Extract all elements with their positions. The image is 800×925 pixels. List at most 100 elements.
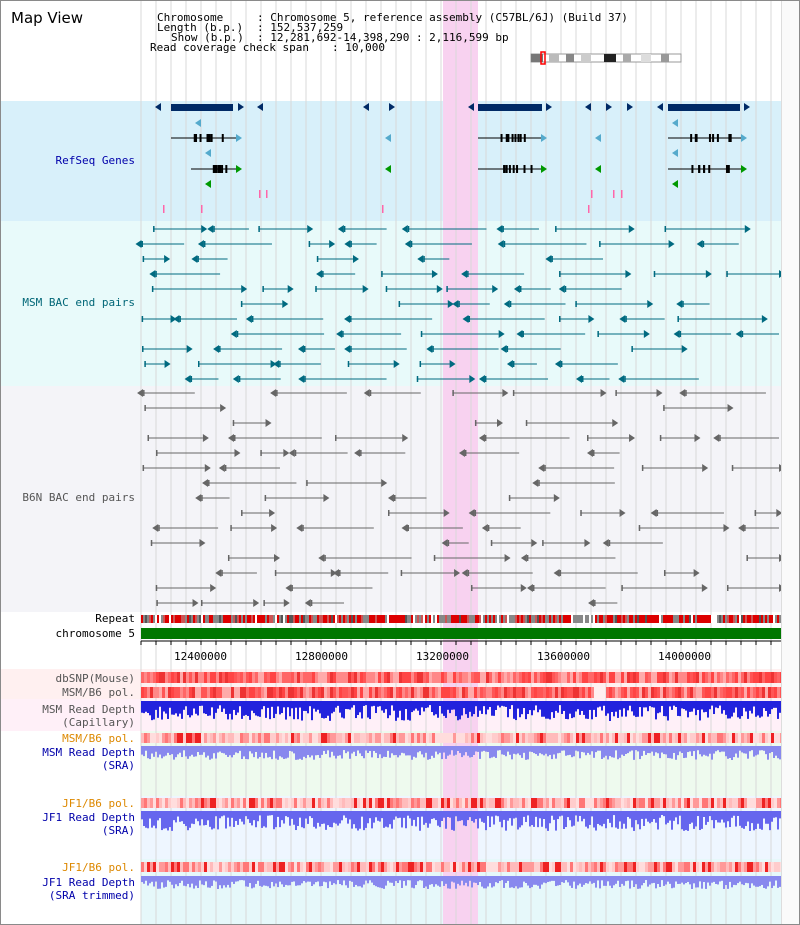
polymorphism-cell xyxy=(570,687,573,698)
polymorphism-cell xyxy=(309,798,312,808)
read-depth-bar xyxy=(747,876,749,884)
bac-end-arrow xyxy=(210,584,217,592)
msm-read-depth-sra-label[interactable]: MSM Read Depth xyxy=(42,746,135,759)
polymorphism-cell xyxy=(660,672,663,683)
msm-b6-pol-label-2[interactable]: MSM/B6 pol. xyxy=(62,732,135,745)
polymorphism-cell xyxy=(549,733,552,743)
gene-marker xyxy=(163,205,165,213)
read-depth-bar xyxy=(745,811,747,827)
read-depth-bar xyxy=(529,876,531,889)
read-depth-bar xyxy=(649,876,651,885)
read-depth-bar xyxy=(417,746,419,753)
polymorphism-cell xyxy=(246,687,249,698)
read-depth-bar xyxy=(767,701,769,717)
polymorphism-cell xyxy=(558,687,561,698)
bac-end xyxy=(143,390,145,396)
polymorphism-cell xyxy=(216,687,219,698)
polymorphism-cell xyxy=(762,672,765,683)
msm-bac-label[interactable]: MSM BAC end pairs xyxy=(22,296,135,309)
read-depth-bar xyxy=(405,811,407,829)
read-depth-bar xyxy=(301,746,303,760)
jf1-read-depth-trimmed-label[interactable]: JF1 Read Depth xyxy=(42,876,135,889)
polymorphism-cell xyxy=(480,862,483,872)
repeat-segment xyxy=(587,615,589,623)
bac-end xyxy=(474,420,477,426)
read-depth-bar xyxy=(625,746,627,755)
jf1-b6-pol-label-2[interactable]: JF1/B6 pol. xyxy=(62,861,135,874)
read-depth-bar xyxy=(307,876,309,882)
polymorphism-cell xyxy=(555,862,558,872)
polymorphism-cell xyxy=(603,798,606,808)
polymorphism-cell xyxy=(612,733,615,743)
polymorphism-cell xyxy=(699,687,702,698)
polymorphism-cell xyxy=(450,672,453,683)
coverage-value: : 10,000 xyxy=(332,41,385,54)
read-depth-bar xyxy=(693,811,695,829)
repeat-segment xyxy=(679,615,681,623)
bac-end-arrow xyxy=(526,584,533,592)
read-depth-bar xyxy=(159,746,161,755)
polymorphism-cell xyxy=(366,798,369,808)
polymorphism-cell xyxy=(639,798,642,808)
read-depth-bar xyxy=(303,701,305,711)
polymorphism-cell xyxy=(597,733,600,743)
polymorphism-cell xyxy=(738,862,741,872)
read-depth-bar xyxy=(405,701,407,709)
polymorphism-cell xyxy=(147,733,150,743)
read-depth-bar xyxy=(323,811,325,824)
repeat-segment xyxy=(763,615,765,623)
bac-end-arrow xyxy=(586,449,593,457)
msm-b6-pol-label-1[interactable]: MSM/B6 pol. xyxy=(62,686,135,699)
polymorphism-cell xyxy=(219,733,222,743)
read-depth-bar xyxy=(445,701,447,718)
polymorphism-cell xyxy=(270,733,273,743)
read-depth-bar xyxy=(641,746,643,756)
repeat-segment xyxy=(183,615,185,623)
read-depth-bar xyxy=(265,746,267,753)
b6n-bac-label[interactable]: B6N BAC end pairs xyxy=(22,491,135,504)
bac-end xyxy=(407,525,410,531)
polymorphism-cell xyxy=(750,862,753,872)
read-depth-bar xyxy=(333,876,335,884)
bac-end xyxy=(447,540,450,546)
refseq-genes-label[interactable]: RefSeq Genes xyxy=(55,154,135,167)
repeat-segment xyxy=(497,615,499,623)
polymorphism-cell xyxy=(165,672,168,683)
read-depth-bar xyxy=(245,746,247,759)
polymorphism-cell xyxy=(231,687,234,698)
jf1-b6-pol-label-1[interactable]: JF1/B6 pol. xyxy=(62,797,135,810)
polymorphism-cell xyxy=(147,862,150,872)
polymorphism-cell xyxy=(687,862,690,872)
read-depth-bar xyxy=(479,701,481,711)
read-depth-bar xyxy=(307,811,309,824)
polymorphism-cell xyxy=(240,862,243,872)
polymorphism-cell xyxy=(441,733,444,743)
polymorphism-cell xyxy=(495,862,498,872)
polymorphism-cell xyxy=(291,733,294,743)
gene-arrow xyxy=(627,103,633,111)
msm-read-depth-capillary-label[interactable]: MSM Read Depth xyxy=(42,703,135,716)
read-depth-bar xyxy=(663,876,665,886)
polymorphism-cell xyxy=(444,687,447,698)
bac-end xyxy=(240,301,243,307)
read-depth-bar xyxy=(565,746,567,756)
read-depth-bar xyxy=(449,876,451,889)
repeat-segment xyxy=(257,615,259,623)
repeat-segment xyxy=(239,615,241,623)
read-depth-bar xyxy=(593,876,595,883)
read-depth-bar xyxy=(619,876,621,887)
polymorphism-cell xyxy=(144,862,147,872)
polymorphism-cell xyxy=(717,672,720,683)
chromosome-value: : Chromosome 5, reference assembly (C57B… xyxy=(257,11,628,24)
dbsnp-label[interactable]: dbSNP(Mouse) xyxy=(55,672,135,685)
read-depth-bar xyxy=(493,746,495,757)
bac-end xyxy=(381,271,383,277)
vertical-scrollbar[interactable] xyxy=(781,1,799,924)
bac-end xyxy=(682,301,684,307)
jf1-read-depth-sra-label[interactable]: JF1 Read Depth xyxy=(42,811,135,824)
read-depth-bar xyxy=(387,876,389,881)
bac-end xyxy=(264,495,267,501)
read-depth-bar xyxy=(189,701,191,718)
read-depth-bar xyxy=(219,876,221,886)
